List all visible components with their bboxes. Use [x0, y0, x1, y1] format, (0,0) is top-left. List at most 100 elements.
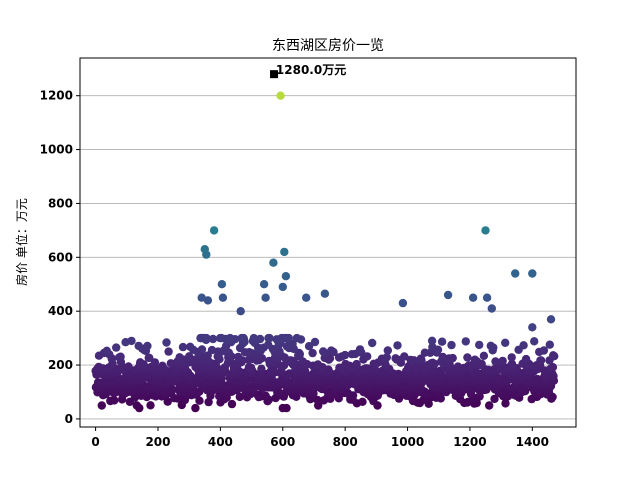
data-point: [143, 341, 152, 351]
data-point: [400, 352, 409, 361]
data-point: [282, 403, 291, 413]
data-point: [217, 280, 227, 289]
max-marker-layer: 1280.0万元: [270, 63, 346, 79]
data-point: [197, 345, 207, 354]
data-point: [352, 359, 361, 369]
x-tick-label: 0: [91, 435, 99, 449]
data-point: [146, 401, 155, 410]
data-point: [132, 401, 141, 410]
data-point: [144, 353, 153, 362]
data-point: [275, 347, 284, 356]
data-point: [327, 346, 336, 355]
data-point: [539, 346, 549, 355]
max-price-annotation: 1280.0万元: [276, 63, 346, 77]
y-axis-ticks: 0 200 400 600 800 1000 1200: [40, 89, 80, 426]
data-point: [475, 340, 484, 350]
data-point: [197, 293, 206, 302]
data-point: [383, 346, 392, 355]
data-point: [178, 342, 188, 352]
data-point: [507, 359, 517, 369]
data-point: [278, 282, 287, 292]
data-point: [239, 333, 248, 343]
data-point: [428, 358, 437, 367]
y-tick-label: 200: [48, 358, 73, 372]
x-tick-label: 400: [208, 435, 233, 449]
data-point: [528, 323, 537, 332]
data-point: [438, 352, 447, 362]
data-point: [124, 362, 133, 371]
data-point: [341, 359, 350, 369]
data-point: [361, 364, 371, 373]
data-point: [393, 341, 402, 350]
data-point: [276, 91, 285, 100]
data-point: [406, 355, 415, 365]
data-point: [549, 351, 558, 360]
data-point: [546, 315, 556, 324]
data-point: [470, 355, 480, 364]
data-point: [501, 338, 510, 347]
data-point: [236, 307, 245, 316]
data-point: [340, 350, 350, 360]
data-point: [166, 359, 175, 368]
x-axis-ticks: 0 200 400 600 800 1000 1200 1400: [91, 427, 549, 449]
data-point: [468, 293, 478, 302]
data-point: [461, 337, 470, 346]
data-point: [204, 397, 213, 407]
data-point: [528, 269, 537, 278]
data-point: [185, 352, 194, 361]
data-point: [209, 226, 219, 235]
data-point: [127, 336, 136, 346]
data-point: [519, 341, 528, 350]
data-point: [150, 358, 160, 367]
data-point: [112, 343, 121, 352]
data-point: [186, 342, 195, 351]
data-point: [479, 351, 489, 360]
data-point: [313, 360, 323, 369]
data-point: [280, 247, 289, 257]
data-point: [310, 337, 320, 347]
x-tick-label: 200: [145, 435, 170, 449]
data-point: [501, 399, 510, 408]
y-tick-label: 400: [48, 304, 73, 318]
data-point: [453, 362, 463, 371]
data-point: [427, 336, 437, 345]
y-tick-label: 0: [65, 412, 73, 426]
data-point: [320, 289, 330, 298]
data-point: [382, 353, 391, 362]
data-point: [404, 362, 413, 371]
x-tick-label: 800: [333, 435, 358, 449]
data-point: [443, 290, 453, 300]
data-point: [420, 348, 430, 357]
data-point: [368, 338, 377, 348]
data-point: [548, 363, 558, 372]
data-point: [358, 397, 367, 406]
data-point: [245, 348, 254, 357]
data-point: [507, 353, 516, 362]
data-point: [363, 352, 372, 361]
data-point: [481, 226, 490, 235]
data-point: [447, 340, 456, 350]
y-tick-label: 1000: [40, 143, 73, 157]
data-point: [136, 358, 145, 367]
data-point: [463, 353, 472, 362]
data-point: [530, 337, 539, 346]
data-point: [304, 342, 314, 351]
data-point: [235, 392, 244, 402]
data-point: [269, 258, 278, 267]
data-point: [302, 293, 311, 302]
data-point: [487, 304, 496, 313]
data-point: [511, 269, 520, 278]
data-point: [175, 353, 184, 362]
data-point: [244, 363, 254, 372]
data-point: [97, 401, 107, 410]
x-tick-label: 1000: [391, 435, 424, 449]
data-point: [116, 352, 125, 361]
data-point: [545, 340, 554, 349]
data-point: [482, 293, 492, 302]
data-point: [355, 345, 365, 354]
data-point: [93, 378, 103, 387]
data-point: [308, 348, 317, 358]
y-tick-label: 600: [48, 250, 73, 264]
plot-frame: [79, 57, 577, 428]
